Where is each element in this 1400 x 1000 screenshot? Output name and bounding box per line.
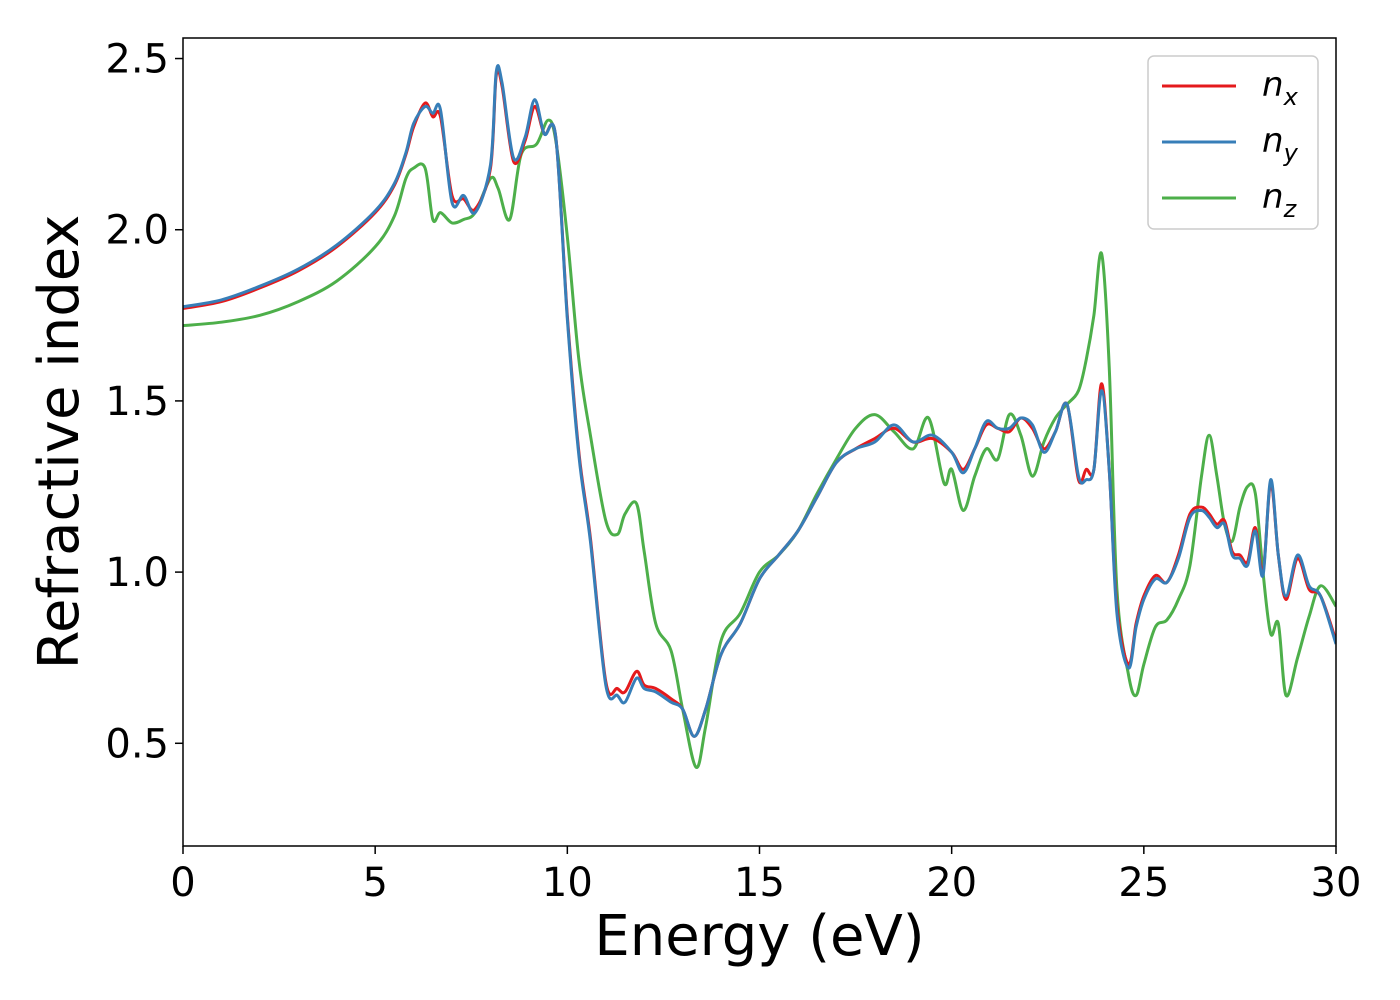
legend-label: ny [1262,121,1299,167]
x-axis-ticks: 0 5 10 15 20 25 30 [170,846,1361,906]
y-tick-label: 2.0 [105,208,169,254]
x-tick-label: 10 [542,860,593,906]
legend-label: nz [1262,177,1298,223]
x-axis-label: Energy (eV) [594,904,924,969]
legend: nx ny nz [1147,55,1319,230]
x-tick-label: 15 [734,860,785,906]
y-axis-label: Refractive index [27,215,92,670]
series-layer [183,64,1336,769]
x-tick-label: 0 [170,860,195,906]
x-tick-label: 25 [1118,860,1169,906]
y-tick-label: 1.5 [105,379,169,425]
y-tick-label: 0.5 [105,721,169,767]
x-tick-label: 30 [1311,860,1362,906]
y-tick-label: 1.0 [105,550,169,596]
y-axis-ticks: 0.5 1.0 1.5 2.0 2.5 [105,37,183,767]
series-line-n-y [183,64,1336,738]
x-tick-label: 20 [926,860,977,906]
legend-label: nx [1262,65,1299,111]
x-tick-label: 5 [362,860,387,906]
y-tick-label: 2.5 [105,37,169,83]
